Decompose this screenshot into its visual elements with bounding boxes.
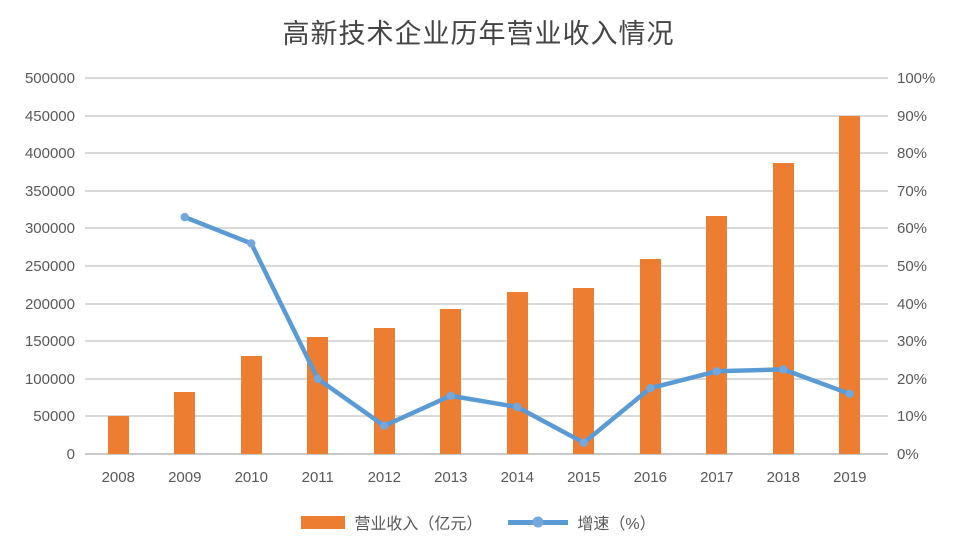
y2-axis-label: 0% (897, 446, 919, 463)
y2-axis-label: 20% (897, 370, 928, 388)
gridline (85, 227, 888, 230)
gridline (85, 189, 888, 192)
gridline (85, 302, 888, 305)
growth-marker (247, 239, 256, 248)
y-axis-label: 250000 (24, 258, 75, 275)
x-axis-label: 2008 (101, 469, 135, 486)
revenue-bar-2014 (506, 292, 528, 454)
gridline (85, 77, 888, 79)
y-axis-label: 150000 (24, 333, 75, 351)
y2-axis-label: 70% (897, 182, 928, 200)
x-axis-label: 2017 (700, 469, 734, 486)
y-axis-label: 450000 (24, 107, 75, 125)
revenue-bar-2009 (174, 391, 196, 454)
revenue-bar-2015 (573, 287, 595, 454)
revenue-bar-2019 (839, 116, 861, 454)
growth-marker (180, 212, 189, 222)
x-axis-label: 2015 (567, 469, 601, 486)
gridline (85, 377, 888, 380)
y2-axis-label: 100% (897, 70, 936, 87)
y2-axis-label: 30% (897, 333, 928, 351)
revenue-swatch-icon (301, 515, 346, 529)
x-axis-label: 2014 (500, 469, 534, 486)
y2-axis-label: 90% (897, 107, 928, 125)
y-axis-label: 500000 (24, 70, 75, 87)
growth-swatch-icon (508, 516, 569, 528)
legend-growth-label: 增速（%） (577, 516, 656, 533)
x-axis-label: 2009 (168, 469, 202, 486)
x-axis-label: 2012 (367, 469, 401, 486)
y2-axis-label: 10% (897, 408, 928, 426)
x-axis-label: 2019 (833, 469, 867, 486)
revenue-bar-2012 (373, 328, 395, 454)
x-axis-label: 2013 (434, 469, 468, 486)
y-axis-label: 200000 (24, 295, 75, 313)
revenue-bar-2016 (639, 259, 661, 454)
y-axis-label: 0 (66, 446, 75, 463)
legend-revenue-label: 营业收入（亿元） (354, 516, 483, 533)
y-axis-label: 350000 (24, 182, 75, 200)
x-axis-label: 2016 (633, 469, 667, 486)
x-axis-label: 2018 (766, 469, 800, 486)
y2-axis-label: 60% (897, 220, 928, 238)
y-axis-label: 100000 (24, 370, 75, 388)
revenue-bar-2011 (307, 337, 329, 454)
x-axis-label: 2010 (234, 469, 268, 486)
legend: 营业收入（亿元） 增速（%） (0, 507, 957, 537)
revenue-bar-2013 (440, 308, 462, 454)
gridline (85, 152, 888, 155)
revenue-bar-2008 (107, 415, 129, 454)
revenue-bar-2017 (706, 216, 728, 454)
gridline (85, 114, 888, 117)
x-axis-line (85, 453, 888, 455)
revenue-bar-2018 (772, 162, 794, 454)
legend-item-growth: 增速（%） (508, 510, 656, 534)
y2-axis-label: 80% (897, 145, 928, 163)
revenue-bar-2010 (240, 356, 262, 454)
y2-axis-label: 50% (897, 258, 928, 275)
gridline (85, 340, 888, 343)
x-axis-label: 2011 (301, 469, 334, 486)
chart-title: 高新技术企业历年营业收入情况 (282, 19, 675, 49)
legend-item-revenue: 营业收入（亿元） (301, 510, 482, 534)
y-axis-label: 400000 (24, 145, 75, 163)
y-axis-label: 300000 (24, 220, 75, 238)
gridline (85, 265, 888, 267)
y2-axis-label: 40% (897, 295, 928, 313)
gridline (85, 415, 888, 418)
y-axis-label: 50000 (33, 408, 75, 426)
